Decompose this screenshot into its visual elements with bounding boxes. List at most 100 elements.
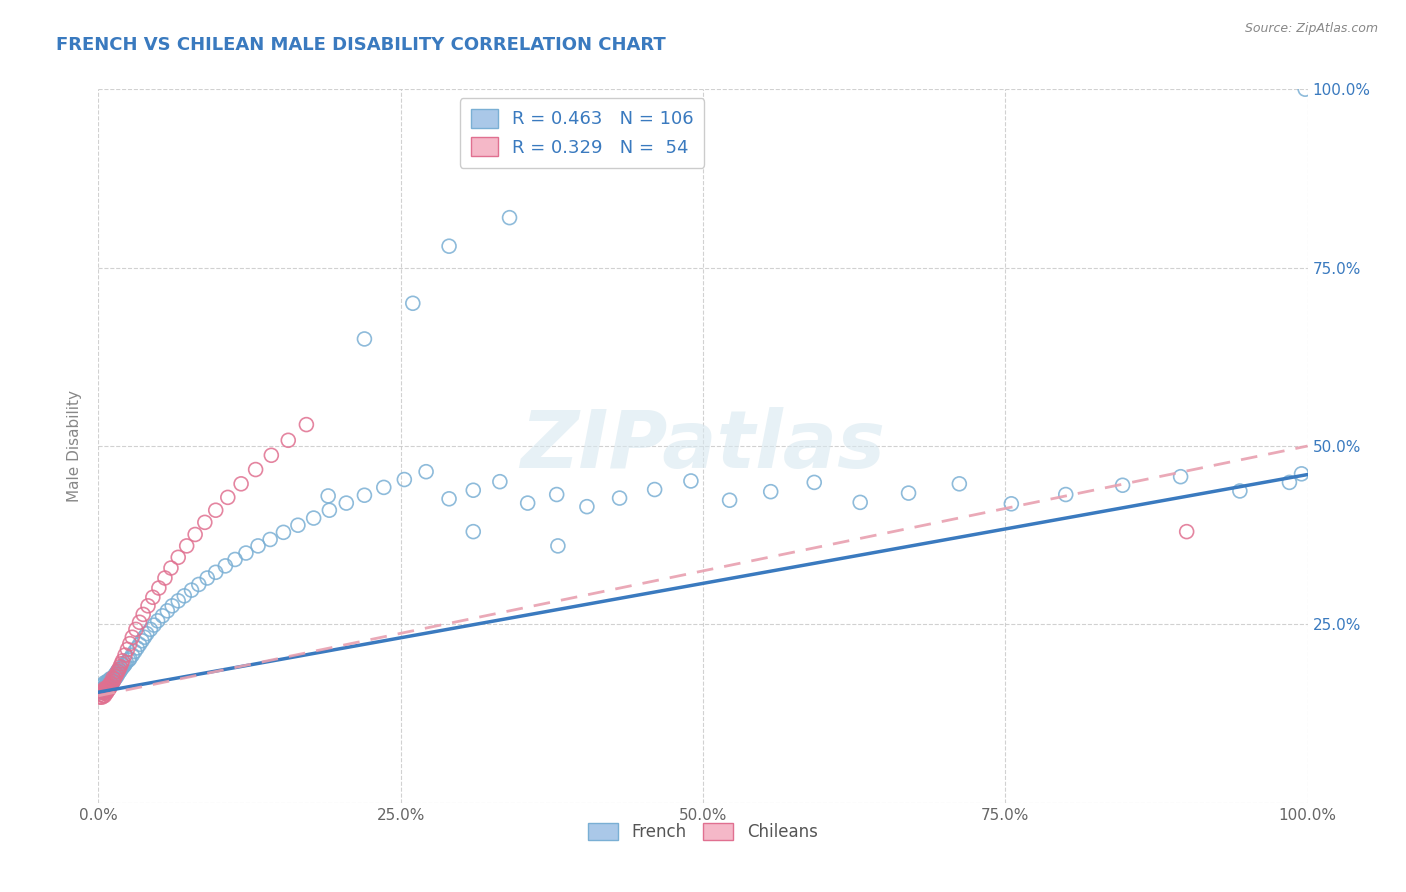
Point	[204, 503, 226, 517]
Point	[142, 591, 165, 605]
Point	[118, 653, 141, 667]
Point	[1111, 478, 1133, 492]
Point	[114, 657, 136, 672]
Point	[125, 623, 148, 637]
Point	[101, 674, 124, 689]
Point	[108, 665, 131, 680]
Point	[318, 503, 340, 517]
Y-axis label: Male Disability: Male Disability	[67, 390, 83, 502]
Point	[97, 678, 120, 692]
Point	[100, 680, 122, 694]
Point	[259, 533, 281, 547]
Point	[128, 615, 150, 630]
Point	[97, 683, 120, 698]
Legend: French, Chileans: French, Chileans	[582, 816, 824, 848]
Point	[100, 676, 122, 690]
Point	[124, 644, 146, 658]
Point	[111, 654, 134, 668]
Point	[128, 637, 150, 651]
Text: FRENCH VS CHILEAN MALE DISABILITY CORRELATION CHART: FRENCH VS CHILEAN MALE DISABILITY CORREL…	[56, 36, 666, 54]
Point	[112, 658, 135, 673]
Point	[277, 434, 299, 448]
Point	[1000, 497, 1022, 511]
Point	[204, 566, 226, 580]
Point	[229, 476, 252, 491]
Point	[105, 665, 128, 680]
Point	[96, 683, 118, 698]
Point	[373, 480, 395, 494]
Point	[90, 687, 112, 701]
Point	[214, 558, 236, 573]
Point	[100, 675, 122, 690]
Point	[437, 491, 460, 506]
Point	[1229, 483, 1251, 498]
Point	[156, 604, 179, 618]
Point	[110, 657, 132, 671]
Point	[415, 465, 437, 479]
Point	[114, 648, 136, 662]
Point	[463, 483, 485, 498]
Point	[103, 669, 125, 683]
Point	[402, 296, 425, 310]
Point	[100, 677, 122, 691]
Point	[644, 483, 666, 497]
Point	[195, 571, 218, 585]
Point	[118, 637, 141, 651]
Point	[93, 683, 115, 698]
Point	[897, 486, 920, 500]
Point	[679, 474, 702, 488]
Point	[173, 589, 195, 603]
Point	[93, 685, 115, 699]
Point	[91, 689, 114, 703]
Point	[94, 681, 117, 696]
Point	[516, 496, 538, 510]
Point	[100, 676, 122, 690]
Point	[489, 475, 512, 489]
Point	[97, 675, 120, 690]
Point	[235, 546, 257, 560]
Point	[121, 630, 143, 644]
Point	[89, 690, 111, 705]
Point	[1278, 475, 1301, 490]
Point	[90, 685, 112, 699]
Point	[103, 673, 125, 687]
Point	[131, 633, 153, 648]
Point	[104, 671, 127, 685]
Point	[97, 680, 120, 694]
Point	[127, 640, 149, 655]
Point	[108, 664, 131, 678]
Point	[96, 685, 118, 699]
Point	[217, 491, 239, 505]
Point	[153, 571, 176, 585]
Point	[143, 618, 166, 632]
Point	[101, 674, 124, 689]
Point	[100, 679, 122, 693]
Point	[91, 681, 114, 696]
Point	[1054, 487, 1077, 501]
Point	[97, 681, 120, 696]
Point	[152, 608, 174, 623]
Point	[101, 671, 124, 685]
Point	[107, 665, 129, 679]
Point	[224, 552, 246, 566]
Point	[98, 676, 121, 690]
Point	[247, 539, 270, 553]
Point	[160, 599, 183, 613]
Point	[118, 651, 141, 665]
Point	[759, 484, 782, 499]
Point	[93, 689, 115, 703]
Point	[353, 488, 375, 502]
Point	[1175, 524, 1198, 539]
Point	[117, 642, 139, 657]
Point	[718, 493, 741, 508]
Point	[103, 673, 125, 687]
Point	[1294, 82, 1316, 96]
Point	[187, 577, 209, 591]
Point	[91, 690, 114, 705]
Point	[96, 676, 118, 690]
Point	[105, 667, 128, 681]
Point	[353, 332, 375, 346]
Point	[394, 473, 416, 487]
Point	[273, 525, 295, 540]
Point	[132, 607, 155, 622]
